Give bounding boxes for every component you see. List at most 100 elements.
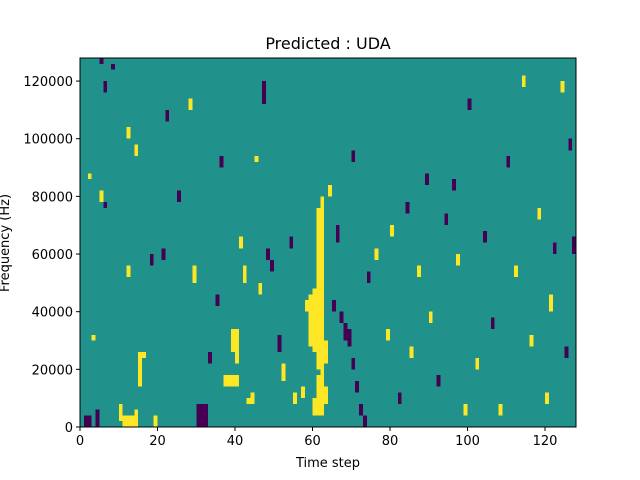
heatmap-cell [293, 392, 297, 404]
x-tick-label: 60 [304, 434, 321, 449]
heatmap-cell [339, 311, 344, 324]
heatmap-cell [200, 403, 204, 427]
y-tick-label: 80000 [32, 190, 73, 205]
heatmap-cell [409, 346, 414, 358]
heatmap-cell [204, 403, 208, 427]
heatmap-cell [343, 323, 348, 341]
heatmap-cell [235, 328, 239, 364]
heatmap-cell [122, 415, 127, 427]
plot-area [80, 58, 576, 427]
heatmap-cell [165, 109, 170, 122]
heatmap-cell [316, 207, 321, 370]
heatmap-cell [99, 58, 104, 64]
heatmap-cell [95, 409, 100, 427]
heatmap-cell [238, 236, 243, 249]
heatmap-cell [572, 236, 576, 255]
heatmap-cell [552, 242, 557, 255]
heatmap-cell [436, 375, 441, 387]
axes: 0 20 40 60 80 100 120 0 20000 40000 60000 80000 1000… [23, 57, 577, 449]
heatmap-cell [560, 81, 565, 93]
heatmap-cell [529, 334, 534, 347]
heatmap-cell [138, 352, 142, 387]
y-tick-label: 120000 [23, 75, 73, 90]
heatmap-cell [475, 357, 480, 370]
heatmap-cell [324, 340, 328, 364]
heatmap-cell [545, 392, 549, 404]
x-tick-label: 80 [382, 434, 399, 449]
heatmap-cell [130, 415, 135, 427]
heatmap-cell [564, 346, 569, 358]
heatmap-cell [463, 403, 468, 416]
heatmap-cell [207, 352, 212, 364]
heatmap-cell [87, 173, 92, 180]
y-tick-label: 20000 [32, 363, 73, 378]
x-tick-label: 0 [76, 434, 84, 449]
heatmap-cell [397, 392, 402, 404]
heatmap-cell [490, 317, 495, 329]
plot-frame [79, 57, 577, 428]
heatmap-cell [118, 403, 123, 422]
heatmap-cell [223, 375, 228, 387]
heatmap-cell [83, 415, 88, 427]
heatmap-cell [262, 81, 266, 105]
heatmap-cell [300, 386, 305, 399]
heatmap-cell [328, 184, 332, 197]
heatmap-cell [87, 415, 92, 427]
heatmap-cell [316, 375, 321, 416]
heatmap-cell [235, 375, 239, 387]
y-tick-label: 0 [65, 421, 73, 436]
heatmap-cell [355, 380, 359, 393]
heatmap-cell [91, 334, 96, 341]
heatmap-cell [277, 334, 282, 353]
heatmap-cell [134, 409, 139, 427]
heatmap-cell [312, 288, 317, 353]
heatmap-cell [405, 202, 410, 214]
y-axis-label: Frequency (Hz) [0, 194, 13, 292]
heatmap-cell [390, 225, 394, 237]
heatmap-cell [149, 254, 154, 266]
heatmap-cell [126, 265, 131, 278]
heatmap-cell [506, 156, 511, 168]
heatmap-cell [455, 254, 460, 266]
heatmap-cell [289, 236, 294, 249]
heatmap-cell [308, 294, 313, 347]
heatmap-cell [242, 265, 247, 283]
heatmap-cell [417, 265, 421, 278]
heatmap-cell [134, 144, 139, 157]
heatmap-cell [258, 282, 263, 295]
heatmap-cell [514, 265, 518, 278]
heatmap-cell [428, 311, 433, 324]
x-axis-label: Time step [295, 456, 360, 471]
heatmap-cell [386, 328, 390, 341]
chart-title: Predicted : UDA [265, 34, 390, 53]
heatmap-cell [142, 352, 146, 358]
heatmap-cell [266, 248, 270, 260]
heatmap-cell [467, 98, 472, 110]
heatmap-cell [351, 150, 356, 162]
heatmap-cell [103, 81, 108, 93]
heatmap-cell [521, 75, 526, 87]
heatmap-cell [347, 328, 352, 347]
x-tick-label: 40 [227, 434, 244, 449]
heatmap-cell [324, 386, 328, 404]
x-tick-label: 120 [533, 434, 558, 449]
heatmap-cell [188, 98, 193, 110]
heatmap-cell [362, 415, 367, 427]
heatmap-cell [269, 259, 274, 272]
heatmap-cell [320, 375, 325, 416]
heatmap-background [80, 58, 576, 427]
heatmap-cell [192, 265, 197, 283]
x-tick-label: 20 [149, 434, 166, 449]
heatmap-cell [246, 398, 251, 404]
heatmap-cell [176, 190, 181, 203]
heatmap-cell [250, 392, 255, 404]
heatmap-cell [548, 294, 553, 312]
heatmap-cell [351, 357, 356, 370]
heatmap-cell [126, 415, 131, 427]
heatmap-cell [335, 225, 340, 243]
heatmap-cell [254, 156, 259, 162]
heatmap-cell [153, 415, 158, 427]
heatmap-cell [483, 230, 487, 243]
y-tick-label: 100000 [23, 133, 73, 148]
